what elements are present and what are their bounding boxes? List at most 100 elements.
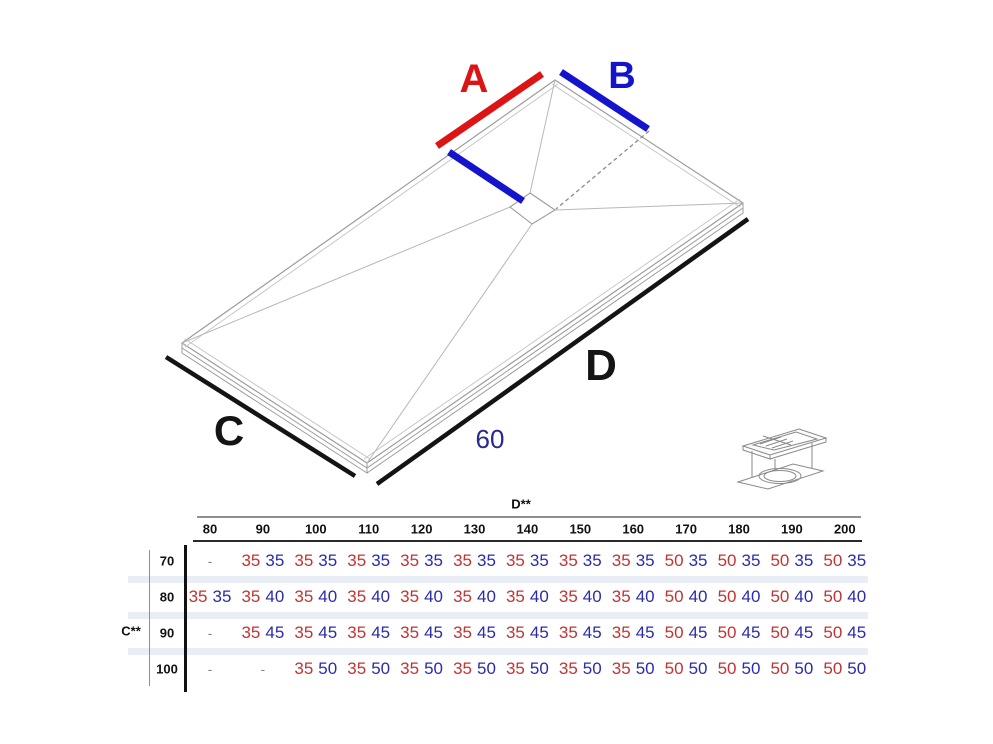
cell-value-second: 50 (635, 659, 655, 678)
table-cell: 35 40 (506, 587, 549, 607)
cell-value-second: 40 (635, 587, 655, 606)
col-header: 80 (202, 521, 218, 537)
table-cell: 35 35 (612, 551, 655, 571)
dimension-b-blue-line (559, 69, 650, 132)
dimension-a-red-line (435, 71, 544, 149)
col-header: 90 (255, 521, 271, 537)
cell-value-second: 40 (529, 587, 549, 606)
cell-value-second: 45 (318, 623, 338, 642)
cell-value-first: 35 (347, 551, 367, 570)
table-cell: 50 35 (718, 551, 761, 571)
cell-value-second: 50 (318, 659, 338, 678)
cell-value-first: 50 (664, 587, 684, 606)
cell-value-second: 40 (265, 587, 285, 606)
cell-value-first: 35 (400, 659, 420, 678)
table-cell: 35 45 (400, 623, 443, 643)
cell-value-first: 50 (770, 659, 790, 678)
table-cell: 35 45 (559, 623, 602, 643)
cell-value-first: 50 (770, 551, 790, 570)
cell-value-first: 35 (347, 623, 367, 642)
col-header: 140 (516, 521, 539, 537)
cell-value-second: 40 (477, 587, 496, 606)
cell-value-first: 35 (611, 551, 631, 570)
cell-value-second: 45 (794, 623, 814, 642)
tray-fold-lines (181, 79, 744, 464)
table-cell: 35 40 (294, 587, 337, 607)
table-cell: 35 35 (189, 587, 232, 607)
cell-value-second: 50 (582, 659, 602, 678)
row-axis-thick-rule (184, 545, 187, 692)
cell-value-second: 45 (688, 623, 708, 642)
cell-value-first: 35 (294, 659, 314, 678)
table-cell: 35 40 (559, 587, 602, 607)
cell-value-first: 35 (453, 551, 472, 570)
cell-value-first: 35 (241, 551, 261, 570)
cell-value-second: 35 (477, 551, 496, 570)
cell-value-second: 45 (847, 623, 867, 642)
table-cell: 35 40 (241, 587, 284, 607)
table-cell: 35 35 (400, 551, 443, 571)
cell-value-first: 35 (400, 551, 420, 570)
col-header: 170 (675, 521, 697, 537)
cell-value-first: 50 (823, 659, 843, 678)
table-cell: 50 35 (665, 551, 708, 571)
cell-value-second: 35 (635, 551, 655, 570)
cell-value-first: 35 (505, 551, 525, 570)
row-axis-thin-rule (149, 550, 150, 686)
table-cell: 35 45 (241, 623, 284, 643)
cell-value-first: 35 (558, 587, 578, 606)
cell-value-second: 35 (741, 551, 761, 570)
cell-value-first: 50 (717, 659, 737, 678)
cell-value-second: 35 (371, 551, 391, 570)
cell-value-second: 35 (265, 551, 285, 570)
cell-value-first: 50 (664, 551, 684, 570)
table-cell: 50 40 (718, 587, 761, 607)
cell-value-first: 35 (294, 551, 314, 570)
cell-value-second: 50 (371, 659, 391, 678)
table-cell: 50 50 (665, 659, 708, 679)
cell-value-first: 50 (664, 623, 684, 642)
cell-value-second: 50 (741, 659, 761, 678)
cell-value-second: 40 (688, 587, 708, 606)
table-cell: 35 50 (400, 659, 443, 679)
table-cell: 35 45 (453, 623, 496, 643)
label-b: B (608, 55, 636, 97)
label-a: A (459, 57, 489, 101)
cell-value-second: 50 (688, 659, 708, 678)
table-cell: 50 40 (770, 587, 813, 607)
cell-value-first: 35 (241, 623, 261, 642)
cell-value-first: 35 (294, 623, 314, 642)
table-cell: 50 40 (823, 587, 866, 607)
table-cell: 35 50 (559, 659, 602, 679)
table-cell: 35 40 (453, 587, 496, 607)
table-cell: 35 45 (506, 623, 549, 643)
cell-value-first: 35 (453, 587, 472, 606)
cell-value-first: 50 (717, 623, 737, 642)
cell-value-first: 35 (400, 587, 420, 606)
table-cell-empty: - (207, 553, 213, 569)
col-header: 120 (410, 521, 433, 537)
table-cell-empty: - (207, 661, 213, 677)
cell-value-second: 50 (477, 659, 496, 678)
cell-value-first: 35 (505, 659, 525, 678)
row-axis-label: C** (121, 623, 141, 639)
col-header: 150 (569, 521, 592, 537)
table-cell: 50 45 (770, 623, 813, 643)
cell-value-second: 40 (741, 587, 761, 606)
cell-value-second: 45 (635, 623, 655, 642)
row-header: 90 (159, 625, 175, 641)
cell-value-second: 35 (794, 551, 814, 570)
table-cell: 50 35 (770, 551, 813, 571)
cell-value-second: 40 (318, 587, 338, 606)
dimension-d-line (375, 217, 750, 486)
cell-value-first: 35 (241, 587, 261, 606)
col-header: 200 (833, 521, 856, 537)
cell-value-first: 35 (347, 659, 367, 678)
cell-value-second: 45 (477, 623, 496, 642)
cell-value-second: 50 (529, 659, 549, 678)
cell-value-second: 40 (424, 587, 444, 606)
table-cell: 35 50 (347, 659, 390, 679)
